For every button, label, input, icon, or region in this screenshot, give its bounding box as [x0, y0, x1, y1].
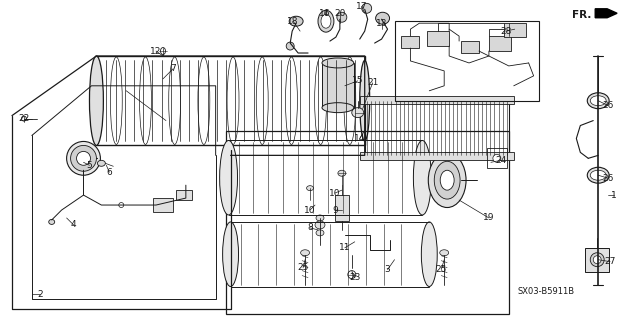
Text: 15: 15 — [352, 76, 364, 85]
Ellipse shape — [362, 3, 371, 13]
Bar — [153, 198, 173, 212]
Ellipse shape — [97, 160, 105, 166]
Text: 25: 25 — [297, 263, 309, 272]
Bar — [489, 36, 511, 51]
Bar — [487, 148, 507, 168]
Text: 1: 1 — [612, 191, 617, 200]
Ellipse shape — [590, 253, 604, 267]
Bar — [401, 36, 419, 48]
Text: 7: 7 — [170, 64, 176, 73]
Bar — [335, 195, 349, 221]
FancyArrow shape — [595, 9, 617, 18]
Text: SX03-B5911B: SX03-B5911B — [518, 287, 575, 296]
Ellipse shape — [590, 170, 606, 180]
Text: 22: 22 — [18, 114, 29, 123]
Ellipse shape — [434, 161, 460, 199]
Ellipse shape — [71, 145, 96, 171]
Text: FR.: FR. — [571, 10, 591, 20]
Ellipse shape — [322, 58, 354, 68]
Ellipse shape — [301, 250, 310, 256]
Ellipse shape — [315, 221, 325, 229]
Text: 17: 17 — [356, 2, 368, 11]
Ellipse shape — [67, 141, 101, 175]
Ellipse shape — [337, 12, 347, 22]
Ellipse shape — [161, 48, 166, 54]
Text: 13: 13 — [376, 19, 387, 28]
Ellipse shape — [348, 271, 355, 279]
Text: 14: 14 — [354, 134, 366, 143]
Ellipse shape — [587, 167, 609, 183]
Ellipse shape — [306, 186, 313, 191]
Ellipse shape — [352, 108, 364, 117]
Text: 27: 27 — [605, 257, 616, 266]
Text: 24: 24 — [495, 156, 506, 165]
Ellipse shape — [376, 12, 390, 24]
Ellipse shape — [118, 203, 124, 208]
Ellipse shape — [593, 256, 601, 264]
Ellipse shape — [322, 103, 354, 113]
Text: 25: 25 — [436, 265, 447, 274]
Ellipse shape — [316, 215, 324, 221]
Text: 8: 8 — [307, 223, 313, 232]
Text: 5: 5 — [87, 161, 92, 170]
Text: 21: 21 — [367, 78, 378, 87]
Text: 6: 6 — [106, 168, 112, 177]
Ellipse shape — [440, 170, 454, 190]
Text: 12: 12 — [150, 46, 162, 56]
Ellipse shape — [222, 222, 238, 286]
Bar — [225, 131, 509, 314]
Text: 9: 9 — [332, 205, 338, 214]
Ellipse shape — [428, 153, 466, 208]
Ellipse shape — [493, 154, 501, 162]
Text: 26: 26 — [603, 174, 614, 183]
Bar — [427, 31, 449, 46]
Text: 4: 4 — [71, 220, 76, 229]
Text: 26: 26 — [603, 101, 614, 110]
Bar — [360, 96, 514, 104]
Bar — [365, 101, 509, 155]
Ellipse shape — [590, 96, 606, 106]
Ellipse shape — [338, 170, 346, 176]
Text: 11: 11 — [339, 243, 350, 252]
Text: 3: 3 — [385, 265, 390, 274]
Ellipse shape — [22, 116, 26, 121]
Text: 16: 16 — [319, 9, 331, 18]
Bar — [461, 41, 479, 53]
Ellipse shape — [220, 140, 238, 215]
Ellipse shape — [316, 230, 324, 236]
Ellipse shape — [360, 60, 369, 141]
Bar — [360, 152, 514, 160]
Ellipse shape — [289, 16, 303, 26]
Text: 10: 10 — [304, 205, 316, 214]
Bar — [585, 248, 609, 272]
Bar — [504, 23, 526, 37]
Text: 2: 2 — [37, 290, 43, 299]
Ellipse shape — [440, 250, 448, 256]
Text: 28: 28 — [500, 27, 512, 36]
Text: 10: 10 — [329, 188, 341, 198]
Text: 20: 20 — [334, 9, 345, 18]
Ellipse shape — [318, 10, 334, 32]
Text: 19: 19 — [483, 213, 495, 222]
Bar — [96, 56, 365, 145]
Text: 18: 18 — [287, 17, 299, 26]
Bar — [176, 190, 192, 200]
Bar — [322, 63, 354, 108]
Ellipse shape — [48, 220, 55, 224]
Ellipse shape — [286, 42, 294, 50]
Text: 23: 23 — [349, 273, 361, 282]
Ellipse shape — [321, 14, 331, 28]
Ellipse shape — [89, 56, 103, 145]
Ellipse shape — [76, 151, 90, 165]
Bar — [394, 21, 539, 101]
Ellipse shape — [421, 222, 437, 286]
Ellipse shape — [587, 93, 609, 109]
Ellipse shape — [413, 140, 431, 215]
